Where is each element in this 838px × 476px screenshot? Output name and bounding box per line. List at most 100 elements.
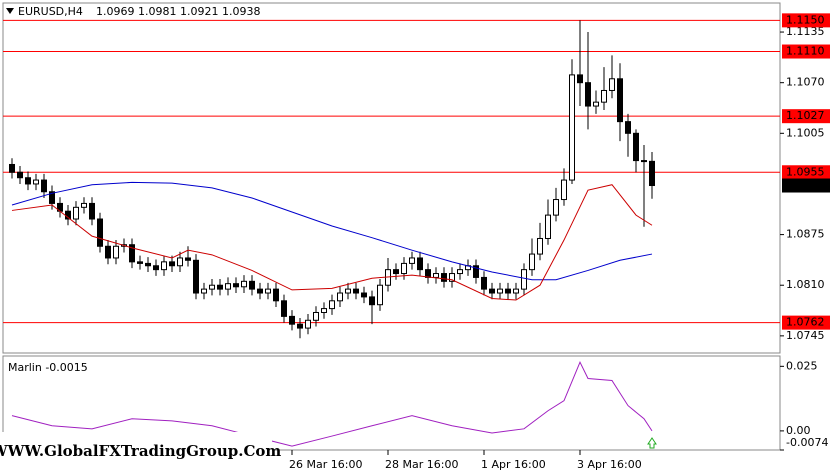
candle-body	[537, 237, 543, 255]
y-tick-label: 1.0810	[786, 278, 825, 291]
watermark-text: WWW.GlobalFXTradingGroup.Com	[0, 442, 281, 460]
candle-body	[377, 284, 383, 306]
candle-body	[401, 262, 407, 275]
candle-body	[249, 280, 255, 290]
price-label-bg	[782, 178, 830, 193]
watermark-box	[0, 432, 272, 472]
candle-body	[209, 284, 215, 290]
candle-body	[361, 292, 367, 298]
candle-body	[433, 273, 439, 278]
candle-body	[561, 179, 567, 201]
candle-body	[457, 269, 463, 275]
candle-body	[233, 283, 239, 288]
candle-body	[137, 261, 143, 264]
level-label-bg	[782, 165, 830, 180]
candle-body	[289, 315, 295, 325]
candle-body	[337, 292, 343, 302]
candle-body	[609, 78, 615, 91]
candle-body	[641, 160, 647, 163]
candle-body	[33, 179, 39, 185]
level-label: 1.0955	[786, 165, 825, 178]
candle-body	[481, 276, 487, 290]
candle-body	[617, 78, 623, 123]
candle-body	[633, 132, 639, 162]
candle-body	[553, 199, 559, 216]
x-tick-label: 1 Apr 16:00	[481, 458, 546, 471]
candle-body	[329, 300, 335, 310]
candle-body	[569, 74, 575, 181]
candle-body	[81, 202, 87, 208]
y-tick-label: 0.00	[786, 424, 811, 437]
candle-body	[625, 121, 631, 134]
candle-body	[9, 163, 15, 173]
candle-body	[601, 89, 607, 103]
candle-body	[473, 265, 479, 278]
moving-average	[11, 184, 653, 301]
level-label-bg	[782, 315, 830, 330]
y-tick-label: 1.0745	[786, 329, 825, 342]
candle-body	[41, 179, 47, 193]
candle-body	[201, 288, 207, 294]
candle-body	[129, 244, 135, 263]
candle-body	[97, 218, 103, 247]
candle-body	[353, 288, 359, 294]
candle-body	[145, 262, 151, 267]
moving-average	[11, 181, 653, 281]
x-tick-label: 3 Apr 16:00	[577, 458, 642, 471]
signal-arrow	[647, 437, 657, 449]
indicator-title: Marlin -0.0015	[8, 361, 88, 374]
candle-body	[169, 261, 175, 267]
candle-body	[521, 269, 527, 290]
candle-body	[153, 265, 159, 271]
x-tick-label: 26 Mar 16:00	[289, 458, 362, 471]
candle-body	[313, 311, 319, 321]
candle-body	[17, 171, 23, 179]
candle-body	[89, 202, 95, 220]
candle-body	[297, 323, 303, 329]
y-tick-label: -0.0074	[786, 436, 828, 449]
main-panel	[2, 2, 781, 354]
candle-body	[497, 288, 503, 294]
candle-body	[25, 177, 31, 185]
candle-body	[649, 160, 655, 187]
y-tick-label: 1.1070	[786, 76, 825, 89]
candle-body	[49, 191, 55, 204]
chart-title: EURUSD,H4	[18, 5, 83, 18]
candle-body	[73, 206, 79, 220]
candle-body	[585, 82, 591, 107]
candle-body	[449, 273, 455, 282]
candle-body	[113, 245, 119, 259]
y-tick-label: 1.1005	[786, 126, 825, 139]
level-label: 1.0762	[786, 316, 825, 329]
candle-body	[545, 214, 551, 239]
x-tick-label: 28 Mar 16:00	[385, 458, 458, 471]
candle-body	[409, 257, 415, 264]
candle-body	[593, 101, 599, 107]
level-label-bg	[782, 109, 830, 124]
level-label: 1.1110	[786, 45, 825, 58]
candle-body	[273, 288, 279, 302]
candle-body	[241, 280, 247, 288]
candle-body	[505, 288, 511, 294]
candle-body	[369, 296, 375, 306]
level-label: 1.1027	[786, 109, 825, 122]
candle-body	[161, 261, 167, 271]
candle-body	[529, 253, 535, 271]
ohlc-open: 1.0969	[96, 5, 135, 18]
candle-body	[489, 288, 495, 294]
y-tick-label: 1.1135	[786, 25, 825, 38]
candle-body	[185, 257, 191, 261]
candle-body	[441, 273, 447, 282]
candle-body	[265, 288, 271, 294]
candle-body	[193, 259, 199, 294]
candle-body	[393, 269, 399, 275]
watermark: WWW.GlobalFXTradingGroup.Com	[0, 432, 281, 472]
candle-body	[281, 300, 287, 317]
level-label-bg	[782, 44, 830, 59]
ohlc-high: 1.0981	[138, 5, 177, 18]
level-label: 1.1150	[786, 13, 825, 26]
candle-body	[513, 288, 519, 294]
candle-body	[257, 288, 263, 294]
plot-layer: 1.1135 1.1070 1.1005 1.0875 1.0810 1.0745 1.11…	[3, 13, 830, 471]
